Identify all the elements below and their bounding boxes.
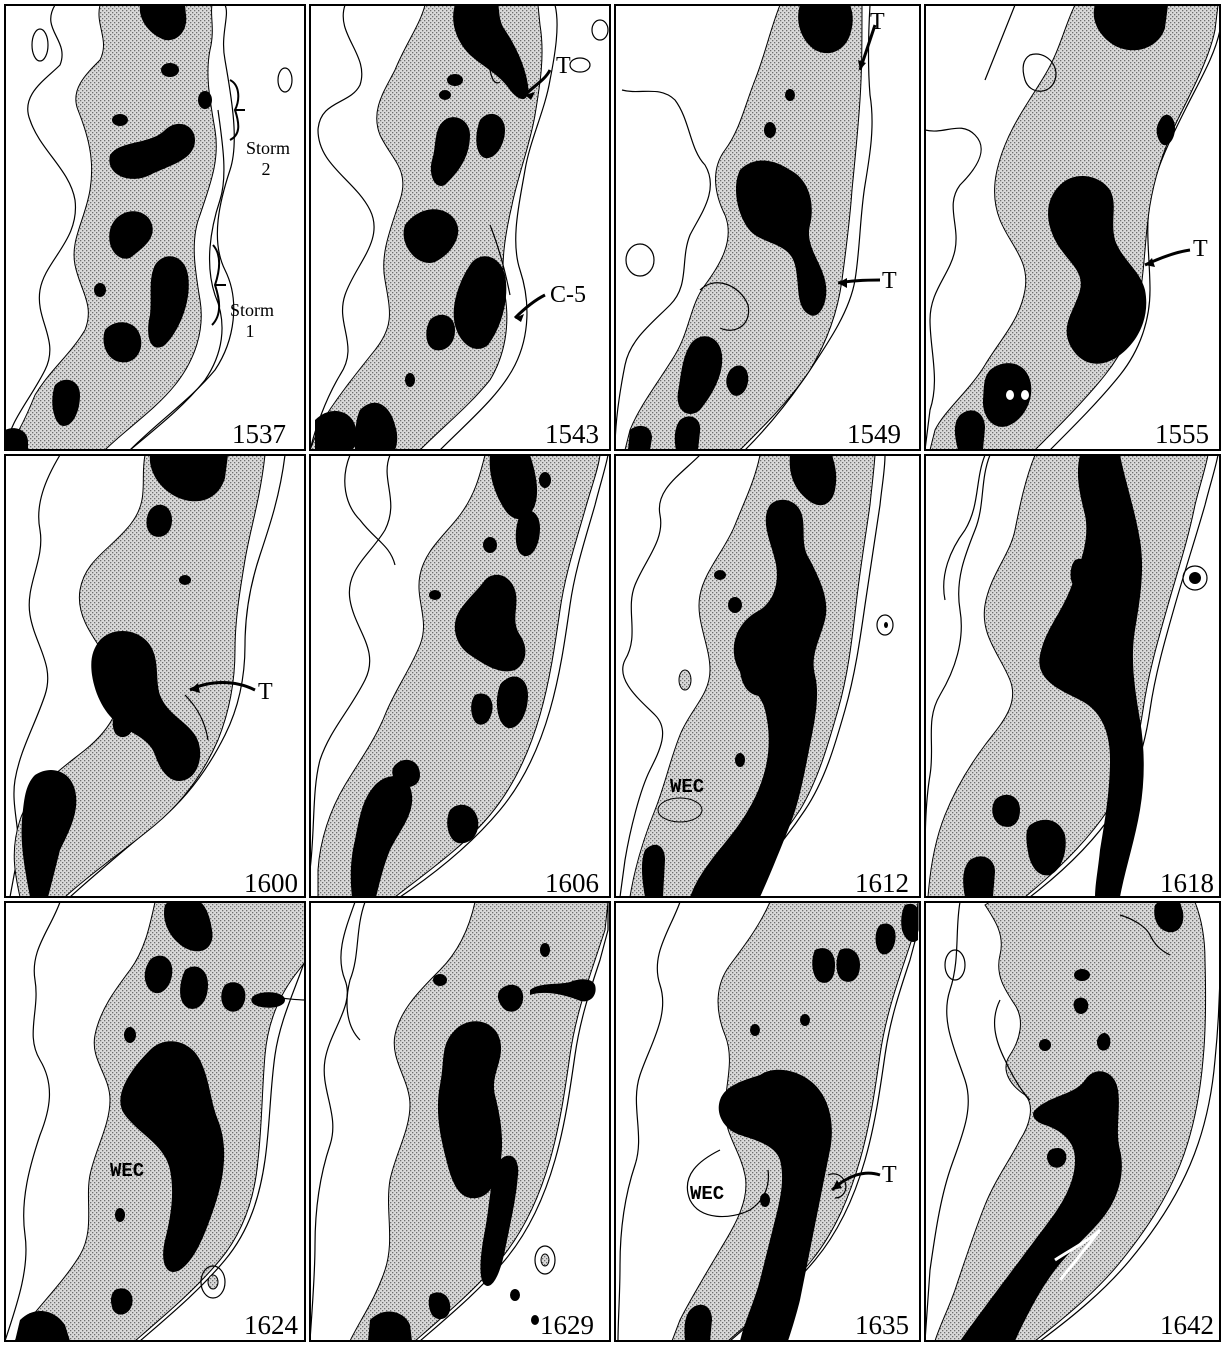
core-cells <box>21 455 228 897</box>
panel-time-label: 1543 <box>545 419 599 449</box>
storm-2-number: 2 <box>261 158 271 179</box>
core-cells <box>963 455 1144 897</box>
outer-contour <box>310 902 609 1341</box>
panel-1543 <box>310 5 609 450</box>
stippled-echo <box>5 5 217 450</box>
panel-time-label: 1537 <box>232 419 286 449</box>
core-cells <box>368 943 596 1341</box>
outer-contour <box>619 455 886 897</box>
storm-1-label: Storm 1 <box>230 300 275 341</box>
wec-label: WEC <box>670 776 705 798</box>
outer-contour <box>615 5 873 450</box>
panel-1606 <box>310 455 609 897</box>
outer-contour <box>617 902 919 1341</box>
c5-label: C-5 <box>550 282 586 308</box>
panel-time-label: 1618 <box>1160 868 1214 898</box>
panel-time-label: 1642 <box>1160 1310 1214 1340</box>
outer-contour <box>5 5 235 450</box>
core-cells <box>628 5 853 450</box>
panel-borders <box>4 4 1221 1342</box>
core-cells <box>315 5 529 450</box>
inner-contour <box>129 109 225 450</box>
panel-time-label: 1606 <box>545 868 599 898</box>
panel-1635 <box>617 902 919 1341</box>
storm-1-number: 1 <box>245 320 255 341</box>
panel-time-label: 1612 <box>855 868 909 898</box>
panel-1629 <box>310 902 609 1341</box>
core-cells <box>15 902 285 1341</box>
core-cells <box>5 5 212 450</box>
panel-1600 <box>9 455 286 897</box>
panel-1555 <box>925 5 1220 450</box>
tornado-label-lower: T <box>882 268 897 294</box>
core-cells <box>960 902 1184 1341</box>
tornado-label-upper: T <box>870 9 885 35</box>
storm-2-label: Storm 2 <box>246 138 291 179</box>
storm-1-word: Storm <box>230 300 275 320</box>
storm-2-word: Storm <box>246 138 291 158</box>
outer-contour <box>925 455 1219 897</box>
outer-contour <box>5 902 305 1341</box>
tornado-label: T <box>1193 236 1208 262</box>
panel-1549 <box>615 5 881 450</box>
outer-contour <box>925 5 1220 450</box>
panel-1618 <box>925 455 1219 897</box>
panel-1624 <box>5 902 305 1341</box>
core-cells <box>350 455 551 897</box>
tornado-label: T <box>556 53 571 79</box>
panel-time-label: 1629 <box>540 1310 594 1340</box>
panel-time-label: 1624 <box>244 1310 298 1340</box>
panel-1642 <box>925 902 1220 1341</box>
panel-1612 <box>619 455 894 897</box>
panel-1537 <box>5 5 293 450</box>
panel-time-label: 1555 <box>1155 419 1209 449</box>
wec-label: WEC <box>690 1183 725 1205</box>
stippled-echo <box>624 5 863 450</box>
wec-label: WEC <box>110 1160 145 1182</box>
tornado-label: T <box>882 1162 897 1188</box>
panel-time-label: 1549 <box>847 419 901 449</box>
tornado-label: T <box>258 679 273 705</box>
panel-time-label: 1600 <box>244 868 298 898</box>
core-cells <box>684 903 918 1341</box>
panel-time-label: 1635 <box>855 1310 909 1340</box>
core-cells <box>641 455 837 897</box>
